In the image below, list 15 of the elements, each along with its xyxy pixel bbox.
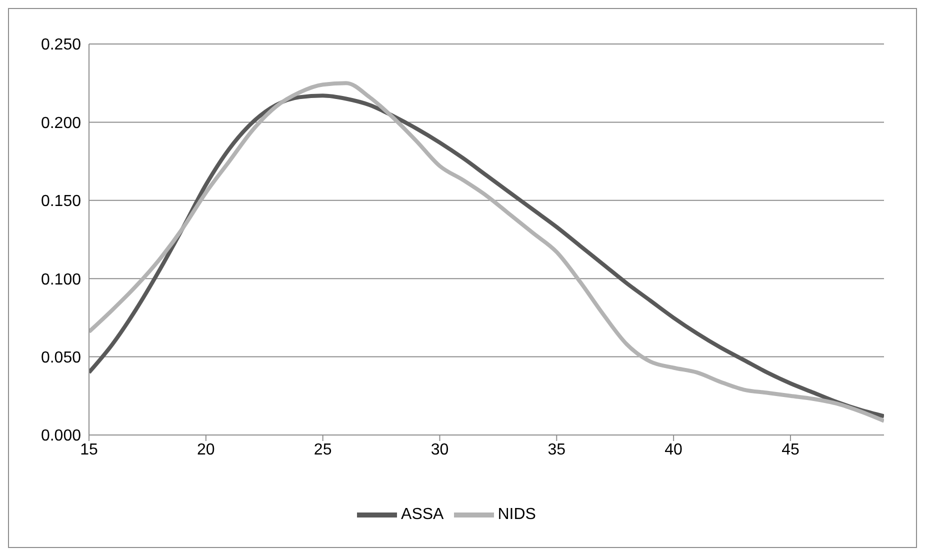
x-tick-label: 40 xyxy=(664,441,683,458)
x-tick-label: 20 xyxy=(197,441,215,458)
x-tick-label: 25 xyxy=(314,441,332,458)
x-tick-label: 15 xyxy=(80,441,98,458)
y-tick-label: 0.000 xyxy=(40,428,82,445)
legend-label: NIDS xyxy=(498,506,536,524)
x-tick-label: 35 xyxy=(548,441,566,458)
y-tick-label: 0.050 xyxy=(40,349,82,366)
y-tick-label: 0.100 xyxy=(40,271,82,288)
x-tick-label: 45 xyxy=(782,441,800,458)
y-tick-label: 0.150 xyxy=(40,193,82,210)
y-tick-label: 0.250 xyxy=(40,36,82,54)
x-tick-label: 30 xyxy=(430,441,449,458)
legend-label: ASSA xyxy=(401,506,444,524)
y-tick-label: 0.200 xyxy=(40,114,82,132)
